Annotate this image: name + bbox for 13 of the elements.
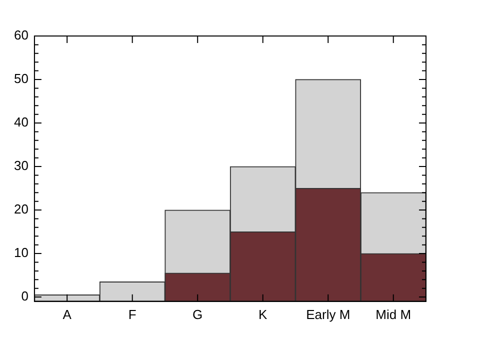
y-tick-label: 30 bbox=[14, 158, 28, 174]
y-tick-label: 50 bbox=[14, 71, 28, 86]
y-tick-label: 0 bbox=[21, 288, 28, 304]
x-tick-label: G bbox=[192, 306, 203, 322]
x-tick-label: K bbox=[258, 306, 268, 322]
x-tick-label: Mid M bbox=[376, 306, 412, 322]
y-tick-label: 40 bbox=[14, 114, 28, 130]
y-tick-label: 10 bbox=[14, 245, 28, 260]
x-tick-label: A bbox=[62, 306, 72, 322]
x-tick-label: Early M bbox=[306, 306, 350, 322]
y-tick-label: 60 bbox=[14, 28, 28, 43]
y-tick-label: 20 bbox=[14, 202, 28, 217]
x-tick-label: F bbox=[128, 306, 136, 322]
